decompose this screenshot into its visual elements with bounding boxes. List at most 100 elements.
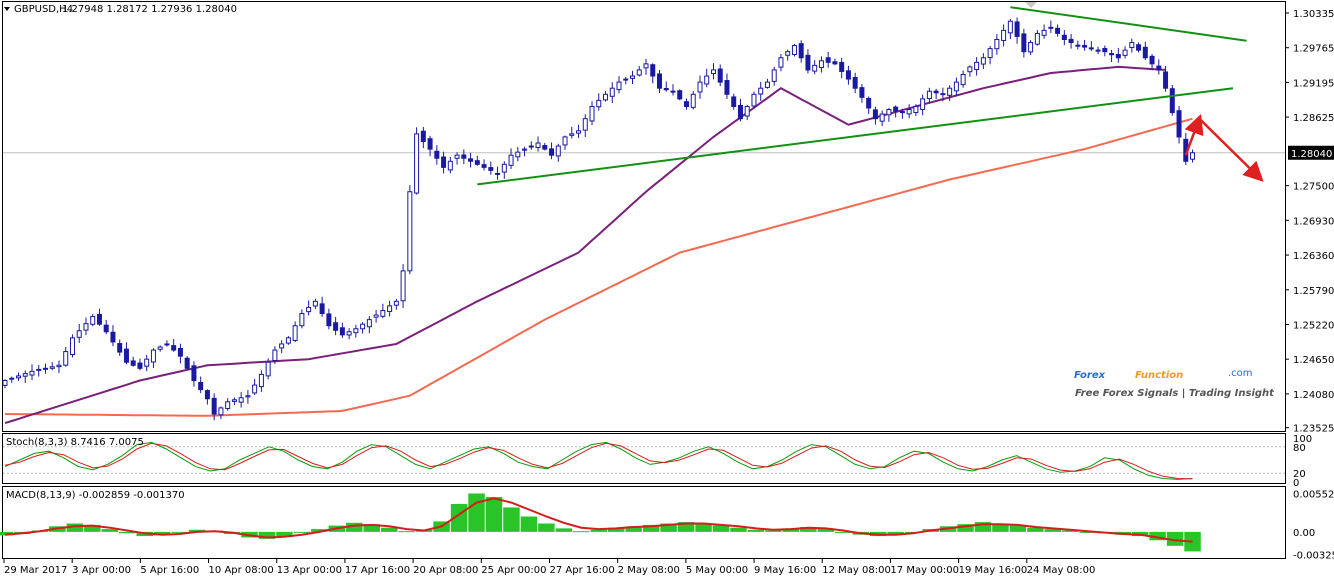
time-tick-label: 19 May 16:00 bbox=[959, 565, 1028, 576]
macd-histogram-bar bbox=[1062, 530, 1079, 532]
macd-histogram-bar bbox=[608, 527, 625, 532]
macd-histogram-bar bbox=[276, 531, 293, 537]
macd-histogram-bar bbox=[66, 523, 84, 532]
macd-tick-label: -0.003258 bbox=[1293, 551, 1334, 562]
candle-body bbox=[1163, 71, 1169, 89]
macd-histogram-bar bbox=[730, 527, 747, 532]
candle-body bbox=[1055, 27, 1061, 34]
candle-body bbox=[1129, 42, 1135, 49]
candle-body bbox=[832, 61, 838, 65]
candle-body bbox=[636, 69, 642, 76]
candle-body bbox=[137, 362, 143, 369]
candle-body bbox=[29, 370, 35, 376]
candle-body bbox=[508, 154, 514, 166]
candle-body bbox=[468, 158, 474, 162]
candle-body bbox=[272, 349, 278, 362]
candle-body bbox=[609, 87, 615, 97]
time-tick-label: 20 Apr 08:00 bbox=[413, 565, 478, 576]
price-tick-label: 1.29765 bbox=[1293, 44, 1334, 55]
macd-title: MACD(8,13,9) -0.002859 -0.001370 bbox=[6, 490, 185, 501]
candle-body bbox=[771, 69, 777, 82]
candle-body bbox=[1176, 110, 1182, 138]
macd-tick-label: 0.005525 bbox=[1293, 489, 1334, 500]
main-panel-frame bbox=[2, 1, 1286, 432]
candle-body bbox=[1001, 29, 1007, 41]
candle-body bbox=[400, 270, 406, 302]
candle-body bbox=[387, 305, 393, 312]
macd-layer: 0.005525 0.00 -0.003258 bbox=[0, 489, 1334, 562]
candle-body bbox=[1082, 44, 1088, 48]
price-axis: 1.30335 1.29765 1.29195 1.28625 1.28040 1.275… bbox=[1285, 9, 1334, 435]
trendline[interactable] bbox=[477, 87, 1234, 186]
candle-body bbox=[306, 306, 312, 313]
candle-body bbox=[528, 145, 534, 148]
candle-body bbox=[920, 98, 926, 110]
macd-histogram-bar bbox=[293, 531, 311, 533]
candle-body bbox=[535, 142, 541, 148]
macd-tick-label: 0.00 bbox=[1293, 528, 1315, 539]
price-tick-label: 1.26930 bbox=[1293, 216, 1334, 227]
candle-body bbox=[643, 63, 649, 69]
candle-body bbox=[144, 358, 150, 367]
current-price-label-bg bbox=[1288, 145, 1334, 160]
svg-text:Forex: Forex bbox=[1074, 370, 1106, 381]
candle-body bbox=[980, 57, 986, 65]
forecast-arrow-down[interactable] bbox=[1198, 117, 1264, 182]
candle-body bbox=[926, 90, 932, 100]
trendlines-layer bbox=[477, 6, 1247, 186]
candle-body bbox=[238, 397, 244, 403]
ma-slow-layer bbox=[4, 117, 1193, 417]
candle-body bbox=[407, 191, 413, 272]
candle-body bbox=[184, 357, 190, 369]
price-tick-label: 1.25790 bbox=[1293, 286, 1334, 297]
candle-body bbox=[859, 87, 865, 98]
candle-body bbox=[90, 316, 96, 325]
forecast-arrow-up[interactable] bbox=[1184, 113, 1204, 156]
candle-body bbox=[616, 81, 622, 91]
candle-body bbox=[373, 314, 379, 318]
candle-body bbox=[1028, 42, 1034, 53]
candle-body bbox=[123, 348, 129, 363]
candle-body bbox=[812, 64, 818, 72]
macd-panel-frame bbox=[2, 486, 1286, 559]
svg-text:Function: Function bbox=[1135, 370, 1183, 381]
current-price-label: 1.28040 bbox=[1291, 149, 1332, 160]
candle-body bbox=[393, 300, 399, 306]
stoch-tick-label: 20 bbox=[1293, 469, 1306, 480]
candle-body bbox=[623, 78, 629, 81]
candle-body bbox=[818, 60, 824, 69]
stoch-title: Stoch(8,3,3) 8.7416 7.0075 bbox=[6, 437, 144, 448]
stoch-tick-label: 100 bbox=[1293, 434, 1312, 445]
macd-histogram-bar bbox=[380, 527, 398, 532]
candle-body bbox=[447, 160, 453, 171]
candle-body bbox=[49, 366, 55, 369]
candle-body bbox=[1122, 49, 1128, 56]
ma-mid-line bbox=[4, 65, 1166, 425]
macd-histogram-bar bbox=[503, 507, 520, 532]
macd-histogram-bar bbox=[84, 524, 101, 532]
macd-histogram-bar bbox=[153, 531, 171, 536]
time-tick-label: 5 Apr 16:00 bbox=[140, 565, 199, 576]
time-tick-label: 5 May 00:00 bbox=[686, 565, 748, 576]
candle-body bbox=[569, 133, 575, 136]
macd-histogram-bar bbox=[188, 529, 206, 532]
candle-body bbox=[872, 109, 878, 120]
macd-histogram-bar bbox=[835, 531, 852, 533]
symbol-dropdown-icon[interactable] bbox=[4, 7, 10, 11]
macd-histogram-bar bbox=[171, 531, 188, 533]
candle-body bbox=[474, 160, 480, 165]
candle-body bbox=[56, 364, 62, 368]
candle-body bbox=[724, 80, 730, 95]
candle-body bbox=[522, 148, 528, 151]
time-tick-label: 3 Apr 00:00 bbox=[72, 565, 131, 576]
svg-text:.com: .com bbox=[1228, 368, 1253, 379]
candle-body bbox=[704, 75, 710, 85]
ma-slow-line bbox=[4, 117, 1193, 417]
candle-body bbox=[258, 373, 264, 388]
candle-body bbox=[994, 38, 1000, 50]
candle-body bbox=[758, 87, 764, 95]
trendline[interactable] bbox=[1010, 6, 1247, 42]
price-tick-label: 1.24650 bbox=[1293, 355, 1334, 366]
